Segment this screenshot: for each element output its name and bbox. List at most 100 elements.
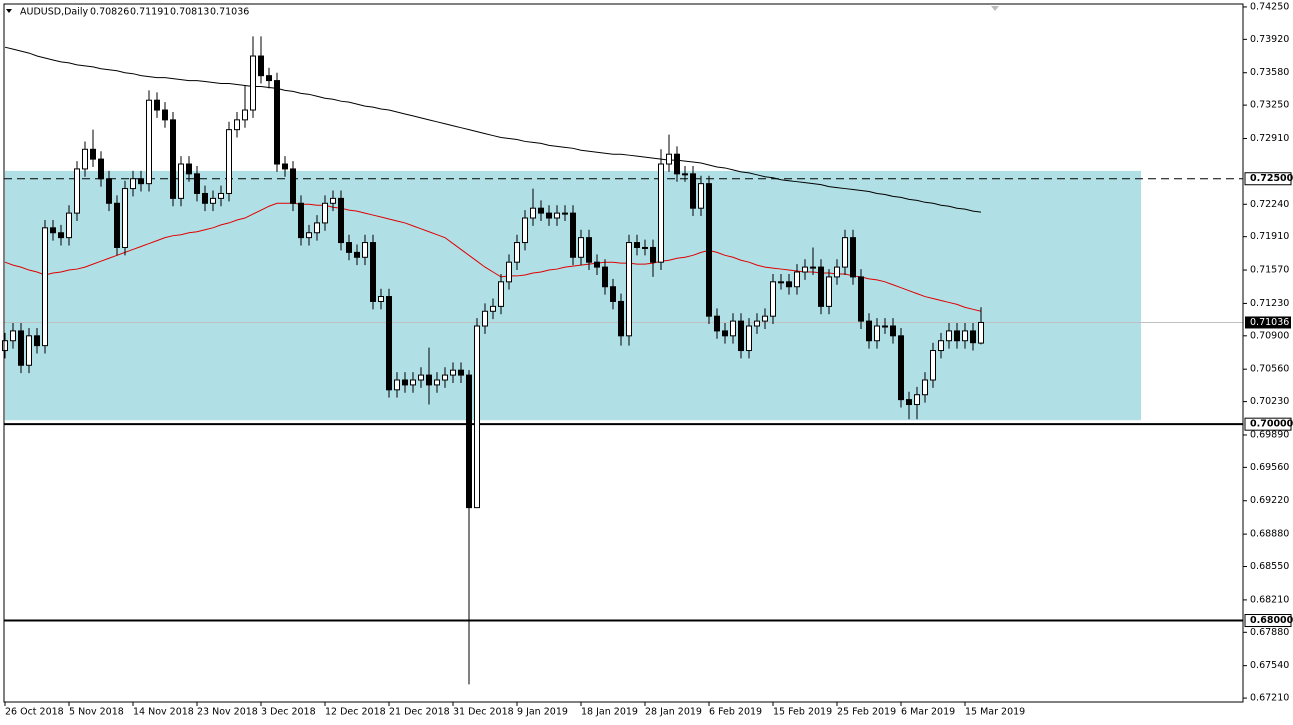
candle-body <box>218 192 224 199</box>
candle-body <box>458 369 464 376</box>
candle-body <box>850 237 856 278</box>
candle-body <box>194 173 200 194</box>
candle-body <box>322 202 328 224</box>
x-tick-label: 9 Jan 2019 <box>517 707 568 718</box>
y-tick-label: 0.70900 <box>1250 330 1289 341</box>
candle-body <box>186 163 192 175</box>
y-tick-label: 0.69220 <box>1250 495 1289 506</box>
candle-body <box>746 325 752 352</box>
level-label-box <box>1244 172 1292 186</box>
candle-body <box>290 168 296 204</box>
candle-body <box>714 315 720 332</box>
candle-body <box>866 320 872 342</box>
candle-body <box>138 178 144 185</box>
candle-body <box>562 212 568 215</box>
x-tick-label: 31 Dec 2018 <box>453 707 514 718</box>
candle-body <box>890 325 896 337</box>
candle-body <box>146 99 152 185</box>
y-tick-label: 0.73580 <box>1250 67 1289 78</box>
candle-body <box>698 183 704 209</box>
candle-body <box>706 183 712 317</box>
candle-body <box>874 325 880 342</box>
y-tick-label: 0.68880 <box>1250 529 1289 540</box>
candle-body <box>554 212 560 219</box>
y-tick-label: 0.69560 <box>1250 462 1289 473</box>
candle-body <box>730 320 736 337</box>
candle-body <box>770 281 776 317</box>
y-tick-label: 0.71230 <box>1250 298 1289 309</box>
candle-body <box>226 129 232 194</box>
candle-body <box>114 202 120 248</box>
candle-body <box>234 119 240 131</box>
candle-body <box>58 232 64 239</box>
candle-body <box>474 325 480 509</box>
candle-body <box>530 207 536 219</box>
x-tick-label: 15 Feb 2019 <box>773 707 832 718</box>
candle-body <box>162 109 168 121</box>
y-tick-label: 0.67540 <box>1250 660 1289 671</box>
x-tick-label: 15 Mar 2019 <box>965 707 1025 718</box>
candle-body <box>658 163 664 263</box>
x-tick-label: 14 Nov 2018 <box>133 707 194 718</box>
candle-body <box>602 266 608 288</box>
candle-body <box>610 286 616 302</box>
candle-body <box>298 202 304 239</box>
candle-body <box>898 335 904 401</box>
candle-body <box>954 330 960 342</box>
candle-body <box>98 158 104 180</box>
y-tick-label: 0.71910 <box>1250 231 1289 242</box>
candle-body <box>378 296 384 302</box>
candle-body <box>682 173 688 176</box>
y-tick-label: 0.69890 <box>1250 429 1289 440</box>
x-tick-label: 28 Jan 2019 <box>645 707 702 718</box>
candle-body <box>570 212 576 258</box>
candle-body <box>842 237 848 268</box>
candle-body <box>642 246 648 249</box>
candle-body <box>818 266 824 307</box>
candle-body <box>266 75 272 82</box>
candle-body <box>618 300 624 337</box>
x-tick-label: 12 Dec 2018 <box>325 707 386 718</box>
level-label-box <box>1244 417 1292 431</box>
candle-body <box>738 320 744 352</box>
candle-body <box>810 266 816 269</box>
y-tick-label: 0.67880 <box>1250 627 1289 638</box>
y-tick-label: 0.70560 <box>1250 364 1289 375</box>
header-low: 0.70813 <box>170 7 209 18</box>
candle-body <box>410 379 416 386</box>
candle-body <box>106 178 112 204</box>
candle-body <box>306 232 312 239</box>
y-tick-label: 0.72910 <box>1250 133 1289 144</box>
candle-body <box>722 330 728 337</box>
menu-triangle[interactable] <box>6 9 12 13</box>
candle-body <box>170 119 176 199</box>
candle-body <box>634 242 640 248</box>
x-tick-label: 25 Feb 2019 <box>837 707 896 718</box>
candle-body <box>362 242 368 258</box>
price-label: 0.71036 <box>1250 317 1289 328</box>
candle-body <box>538 207 544 214</box>
candle-body <box>514 242 520 263</box>
level-label: 0.70000 <box>1250 419 1293 430</box>
candle-body <box>666 153 672 165</box>
candle-body <box>210 197 216 204</box>
candle-body <box>42 227 48 347</box>
x-tick-label: 23 Nov 2018 <box>197 707 258 718</box>
candle-body <box>402 379 408 386</box>
x-tick-label: 18 Jan 2019 <box>581 707 638 718</box>
candle-body <box>330 197 336 204</box>
candle-body <box>498 281 504 307</box>
candle-body <box>274 80 280 165</box>
candle-body <box>930 350 936 381</box>
candle-body <box>578 237 584 258</box>
x-tick-label: 6 Mar 2019 <box>901 707 955 718</box>
x-tick-label: 26 Oct 2018 <box>5 707 64 718</box>
candle-body <box>26 335 32 366</box>
plot-border <box>3 3 1244 703</box>
candle-body <box>906 399 912 406</box>
candle-body <box>466 374 472 509</box>
y-tick-label: 0.73250 <box>1250 100 1289 111</box>
y-tick-label: 0.72240 <box>1250 199 1289 210</box>
candle-body <box>10 330 16 342</box>
